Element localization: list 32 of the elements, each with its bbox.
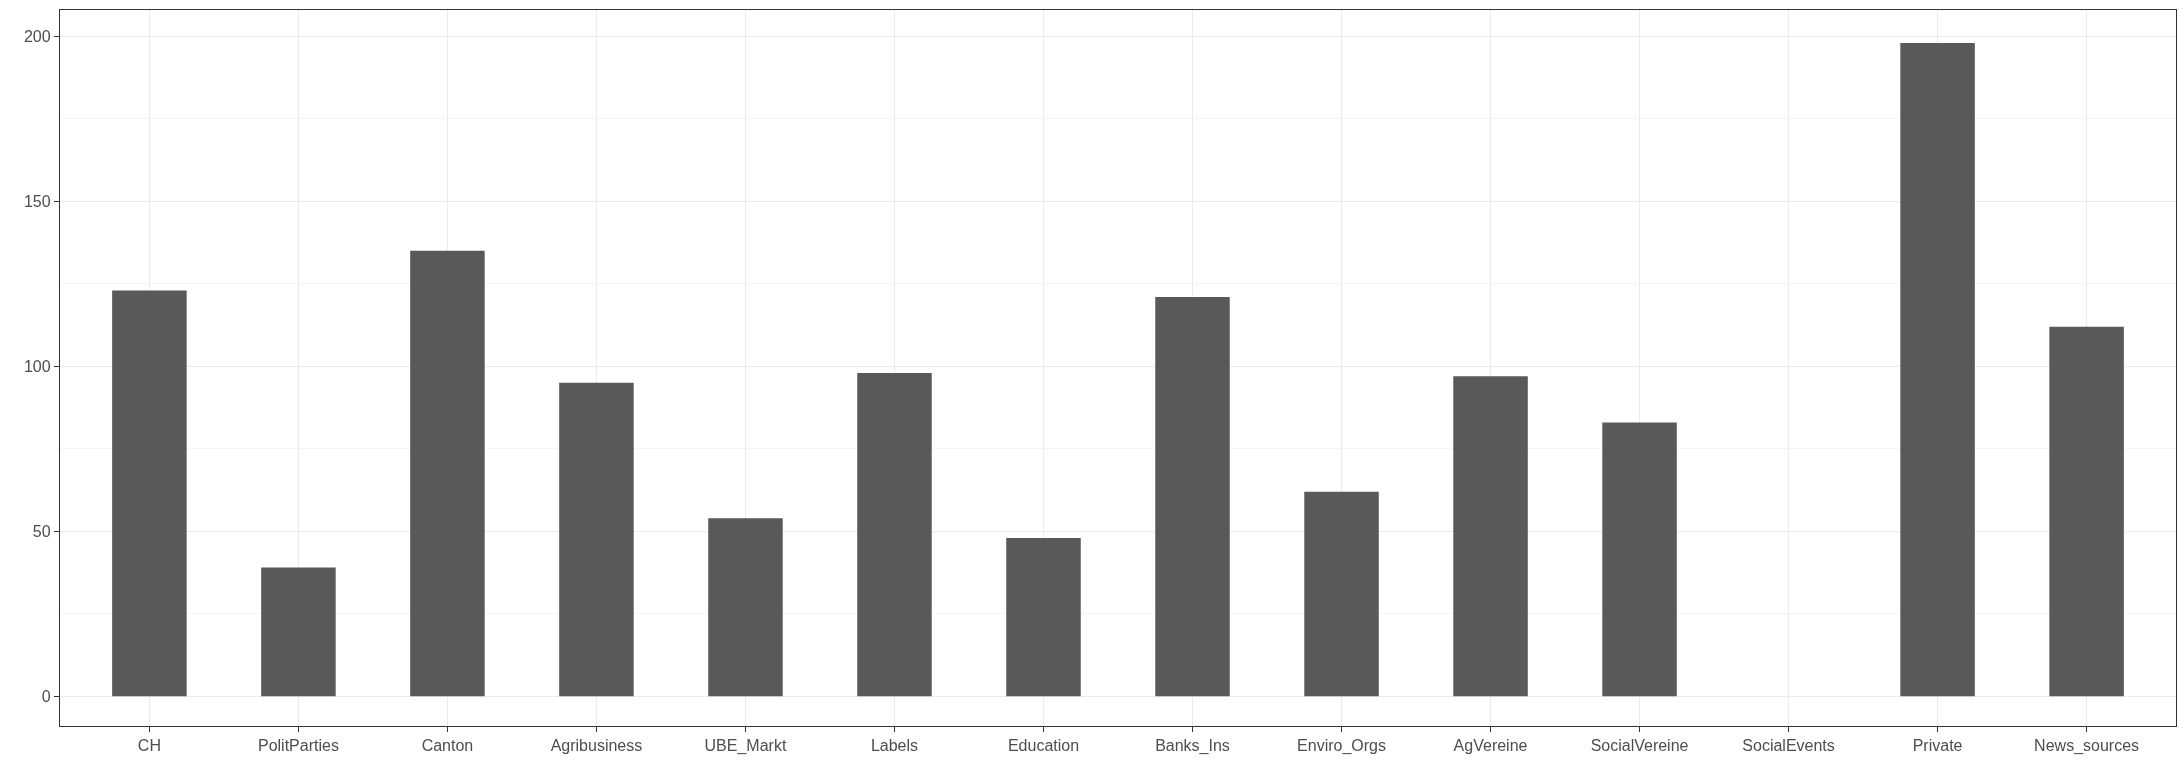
y-tick-label: 0 (41, 687, 51, 705)
x-tick-label: SocialVereine (1590, 737, 1689, 755)
bar (1453, 376, 1528, 697)
y-tick-label: 150 (23, 192, 51, 210)
x-tick-label: Banks_Ins (1155, 737, 1230, 756)
bar (261, 567, 336, 697)
x-tick-label: Labels (870, 737, 919, 755)
bar (1602, 422, 1677, 697)
x-tick-label: AgVereine (1453, 737, 1528, 755)
x-tick-label: UBE_Markt (704, 737, 787, 756)
bar (410, 250, 485, 697)
x-tick-label: Enviro_Orgs (1297, 737, 1386, 756)
x-tick-label: Agribusiness (550, 737, 643, 755)
x-tick-label: Canton (421, 737, 474, 755)
x-tick-label: PolitParties (257, 737, 339, 755)
bar (559, 382, 634, 697)
x-tick-label: News_sources (2034, 737, 2140, 756)
x-tick-label: Private (1912, 737, 1963, 755)
bar (1006, 537, 1081, 697)
bar (112, 290, 187, 697)
bar (1304, 491, 1379, 697)
y-tick-label: 200 (23, 28, 51, 45)
x-tick-label: SocialEvents (1742, 737, 1835, 755)
y-tick-label: 50 (32, 522, 51, 540)
bar (857, 372, 932, 697)
x-tick-label: CH (137, 737, 161, 755)
y-tick-label: 100 (23, 357, 51, 375)
x-tick-label: Education (1007, 737, 1080, 755)
bar (708, 518, 783, 697)
bar (2049, 326, 2124, 697)
bar (1155, 297, 1230, 697)
bar (1900, 43, 1975, 697)
